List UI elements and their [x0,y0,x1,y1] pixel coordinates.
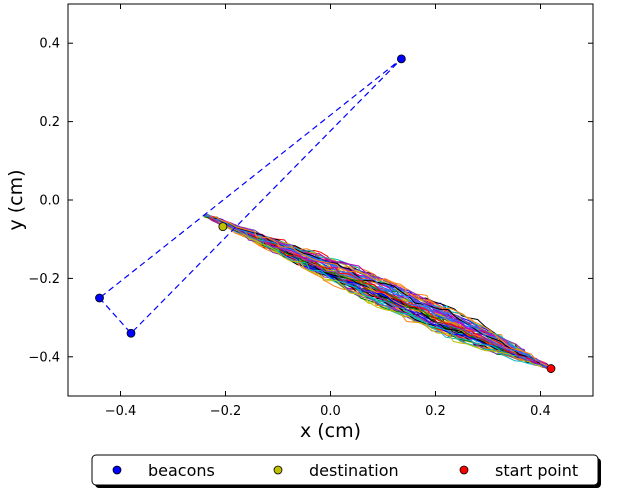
y-tick-label: 0.0 [39,194,60,209]
trajectory-line [210,216,555,368]
legend-marker [112,465,122,475]
legend: beacons destination start point [91,454,601,488]
y-tick-label: 0.2 [39,115,60,130]
x-axis-label: x (cm) [300,420,361,442]
start-point-marker [546,364,556,373]
beacons-marker [126,328,136,338]
x-tick-label: 0.4 [530,404,551,419]
axis-ticks: −0.4 −0.2 0.0 0.2 0.4 −0.4 −0.2 0.0 0.2 0.4 [28,4,593,419]
beacon-dashed-line [99,58,402,335]
trajectory-line [203,214,553,371]
plot-frame [67,3,594,397]
legend-label: destination [309,461,399,480]
beacons-marker [396,54,406,64]
trajectory-line [204,214,549,369]
x-tick-label: 0.0 [320,404,341,419]
y-tick-label: −0.2 [28,272,60,287]
x-tick-label: 0.2 [425,404,446,419]
legend-marker [459,465,469,475]
y-axis-label: y (cm) [5,169,27,230]
trajectory-line [204,214,551,369]
legend-label: start point [495,461,578,480]
destination-marker [218,222,228,232]
trajectory-line [205,215,554,369]
y-tick-label: 0.4 [39,37,60,52]
trajectories-layer [203,213,555,371]
trajectory-line [206,214,554,369]
x-tick-label: −0.4 [105,404,137,419]
beacon-connections [99,58,402,335]
trajectory-line [209,216,550,370]
legend-marker [273,465,283,475]
y-tick-label: −0.4 [28,350,60,365]
trajectory-line [206,215,553,371]
legend-label: beacons [148,461,215,480]
x-tick-label: −0.2 [210,404,242,419]
beacons-marker [95,293,104,303]
data-points-layer [95,54,556,373]
legend-box [91,454,599,486]
